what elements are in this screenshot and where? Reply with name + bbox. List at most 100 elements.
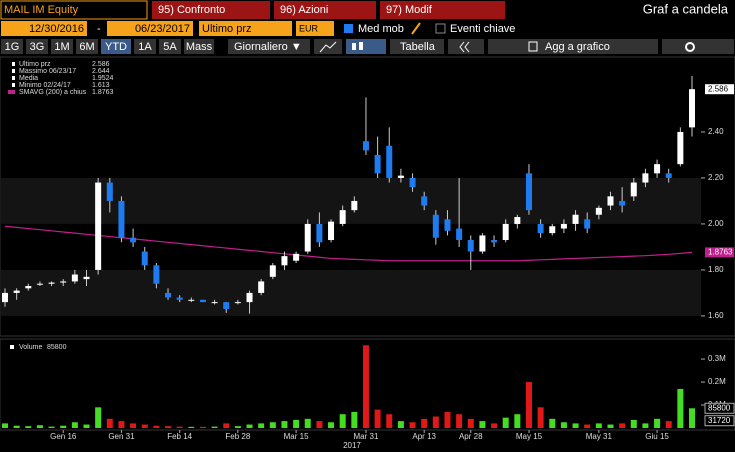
- gear-icon: [685, 42, 695, 52]
- period-label: 1A: [138, 41, 152, 53]
- period-button[interactable]: [159, 39, 181, 54]
- volume-bar: [106, 418, 113, 428]
- candle-body: [549, 226, 556, 234]
- line-icon: [319, 41, 337, 53]
- candle-body: [316, 223, 323, 243]
- candle-body: [560, 223, 567, 229]
- y-tick-label: 1.80: [708, 265, 724, 274]
- candle-body: [444, 219, 451, 231]
- x-tick-label: Mar 15: [284, 432, 309, 441]
- candle-body: [642, 173, 649, 183]
- field-select[interactable]: [199, 21, 292, 36]
- candle-body: [269, 265, 276, 277]
- x-tick-label: Feb 14: [167, 432, 192, 441]
- candle-body: [141, 251, 148, 266]
- field: Ultimo prz: [202, 23, 252, 35]
- volume-bar: [432, 416, 439, 428]
- x-tick-label: May 15: [516, 432, 543, 441]
- y-tick-label: 1.60: [708, 311, 724, 320]
- volume-bar: [293, 419, 300, 428]
- security-field[interactable]: [0, 0, 148, 20]
- candle-body: [409, 177, 416, 188]
- period-button[interactable]: [51, 39, 73, 54]
- volume-bar: [211, 426, 218, 428]
- candle-body: [2, 292, 8, 303]
- tab[interactable]: [274, 1, 376, 19]
- volume-bar: [607, 424, 614, 428]
- chevron-icon: [464, 41, 470, 53]
- frequency-select[interactable]: [228, 39, 310, 54]
- legend-label: Massimo 06/23/17: [19, 68, 76, 75]
- x-tick-label: Feb 28: [225, 432, 250, 441]
- table-label: Tabella: [400, 41, 436, 53]
- currency-select[interactable]: [296, 21, 334, 36]
- checkbox[interactable]: [344, 24, 353, 33]
- candle-body: [234, 302, 241, 304]
- volume-bar: [444, 411, 451, 428]
- period-button[interactable]: [76, 39, 98, 54]
- table-button[interactable]: [390, 39, 444, 54]
- legend-swatch: [10, 345, 14, 349]
- legend-label: Ultimo prz: [19, 61, 51, 68]
- candle-tool[interactable]: [346, 39, 386, 54]
- volume-bar: [362, 345, 369, 428]
- candle-body: [339, 210, 346, 224]
- candle-body: [351, 200, 358, 211]
- candle-body: [456, 228, 463, 241]
- volume-bar: [514, 414, 521, 428]
- grid-band: [1, 269, 701, 316]
- candle-body: [491, 240, 498, 243]
- candle-body: [386, 145, 393, 178]
- candle-body: [13, 290, 20, 293]
- legend-value: 85800: [47, 344, 67, 351]
- legend-value: 1.8763: [92, 89, 114, 96]
- tab-label: 97) Modif: [386, 4, 433, 16]
- candle-body: [584, 219, 591, 229]
- end-date-field[interactable]: [107, 21, 193, 36]
- legend-swatch: [12, 76, 15, 80]
- volume-bar: [153, 425, 160, 428]
- candle-icon: [359, 42, 363, 50]
- candle-body: [176, 297, 183, 300]
- legend-swatch: [8, 90, 15, 94]
- volume-bar: [689, 408, 695, 428]
- candle-body: [607, 196, 614, 206]
- tab[interactable]: [380, 1, 505, 19]
- period-button[interactable]: [134, 39, 156, 54]
- volume-bar: [269, 422, 276, 428]
- volume-bar: [351, 411, 358, 428]
- period-button[interactable]: [101, 39, 131, 54]
- candle-body: [71, 274, 78, 282]
- candle-body: [83, 276, 90, 280]
- candle-body: [525, 173, 532, 211]
- add-button[interactable]: [488, 39, 658, 54]
- checkbox[interactable]: [435, 23, 446, 34]
- period-button[interactable]: [26, 39, 48, 54]
- candle-body: [246, 292, 253, 303]
- volume-bar: [619, 423, 626, 428]
- candle-body: [25, 286, 32, 289]
- period-label: 1M: [54, 41, 69, 53]
- volume-bar: [584, 424, 591, 428]
- volume-bar: [2, 423, 8, 428]
- legend-label: Minimo 02/24/17: [19, 82, 71, 89]
- volume-bar: [83, 424, 90, 428]
- tab[interactable]: [152, 1, 270, 19]
- candle-icon: [352, 43, 356, 50]
- volume-bar: [328, 422, 335, 428]
- legend-label: Volume: [19, 344, 42, 351]
- period-button[interactable]: [184, 39, 214, 54]
- candle-body: [467, 240, 474, 252]
- volume-bar: [421, 418, 428, 428]
- pen-icon: [411, 22, 421, 35]
- volume-bar: [118, 421, 125, 428]
- key-events-label: Eventi chiave: [450, 23, 515, 35]
- volume-bar: [71, 422, 78, 428]
- candle-body: [397, 175, 404, 178]
- start-date-field[interactable]: [1, 21, 87, 36]
- candle-body: [48, 282, 55, 284]
- period-button[interactable]: [1, 39, 23, 54]
- settings-button[interactable]: [662, 39, 734, 54]
- chevron-icon: [459, 41, 465, 53]
- add-label: Agg a grafico: [545, 41, 610, 53]
